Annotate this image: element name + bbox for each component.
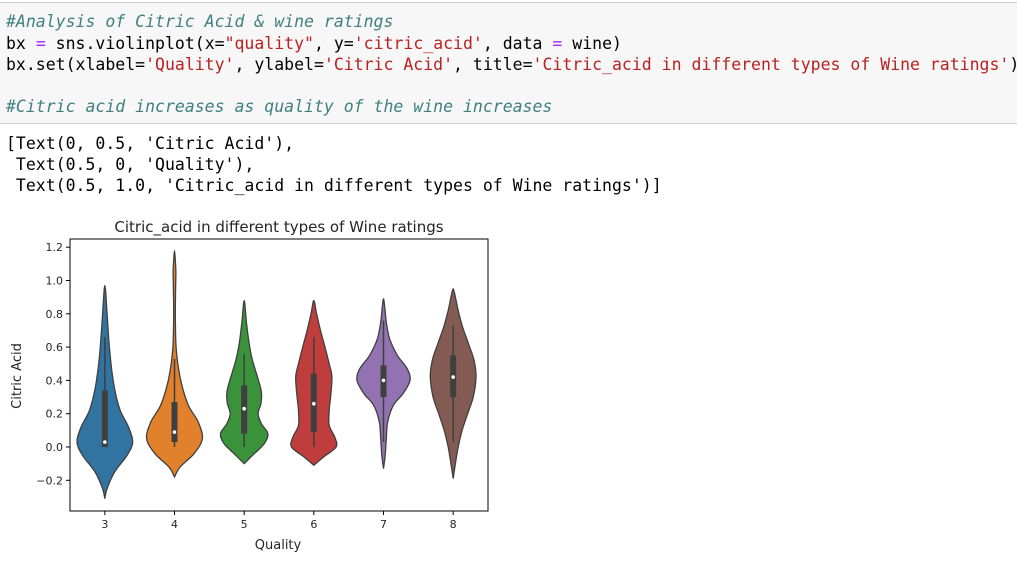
y-tick-label: 1.2 (46, 241, 64, 254)
violin-median-4 (172, 430, 177, 434)
code-token: bx.set(xlabel= (6, 55, 146, 74)
code-token: 'Quality' (145, 55, 235, 74)
code-line-set: bx.set(xlabel='Quality', ylabel='Citric … (6, 54, 1017, 75)
violin-box-4 (171, 402, 178, 443)
code-token: = (552, 34, 563, 53)
y-tick-label: 1.0 (46, 275, 64, 288)
y-tick-label: 0.0 (46, 441, 64, 454)
x-tick-label: 8 (450, 518, 457, 531)
x-axis-label: Quality (255, 538, 302, 553)
violin-chart: Citric_acid in different types of Wine r… (10, 218, 489, 553)
code-comment-line: #Analysis of Citric Acid & wine ratings (6, 12, 394, 31)
code-token: , y= (313, 34, 354, 53)
code-token: "quality" (224, 34, 314, 53)
output-text-line: Text(0.5, 1.0, 'Citric_acid in different… (6, 176, 662, 195)
code-token: wine) (562, 34, 622, 53)
x-axis-ticks: 3 4 5 6 7 8 (101, 511, 457, 531)
violin-median-6 (312, 401, 316, 406)
code-comment-line: #Citric acid increases as quality of the… (6, 97, 553, 116)
chart-title: Citric_acid in different types of Wine r… (114, 218, 443, 237)
plot-frame (69, 238, 489, 512)
y-tick-label: 0.6 (46, 341, 64, 354)
violin-box-3 (101, 390, 108, 447)
violin-median-7 (381, 378, 386, 383)
code-token: bx (6, 34, 36, 53)
y-axis-ticks: −0.2 0.0 0.2 0.4 0.6 0.8 1.0 1.2 (36, 241, 70, 487)
code-token: , data (482, 34, 553, 53)
y-axis-label: Citric Acid (10, 343, 25, 409)
output-text-line: Text(0.5, 0, 'Quality'), (6, 155, 255, 174)
x-tick-label: 6 (310, 518, 317, 531)
violin-median-3 (103, 440, 107, 444)
code-token: = (35, 34, 46, 53)
code-token: , title= (453, 55, 533, 74)
code-input-cell[interactable]: #Analysis of Citric Acid & wine ratings … (0, 2, 1017, 124)
code-token: 'Citric Acid' (323, 55, 454, 74)
code-token: sns.violinplot(x= (45, 34, 225, 53)
x-tick-label: 4 (171, 518, 178, 531)
y-tick-label: 0.4 (46, 374, 64, 387)
x-tick-label: 3 (101, 518, 108, 531)
x-tick-label: 7 (380, 518, 387, 531)
y-tick-label: 0.8 (46, 308, 64, 321)
violin-median-5 (242, 406, 246, 411)
code-line-violinplot: bx = sns.violinplot(x="quality", y='citr… (6, 33, 622, 54)
code-token: 'citric_acid' (353, 34, 483, 53)
y-tick-label: −0.2 (36, 474, 63, 487)
output-text-line: [Text(0, 0.5, 'Citric Acid'), (6, 134, 295, 153)
code-token: ) (1009, 55, 1017, 74)
x-tick-label: 5 (241, 518, 248, 531)
code-token: , ylabel= (234, 55, 324, 74)
code-token: 'Citric_acid in different types of Wine … (532, 55, 1010, 74)
y-tick-label: 0.2 (46, 408, 64, 421)
violin-median-8 (451, 375, 455, 379)
violins-group (76, 249, 477, 499)
